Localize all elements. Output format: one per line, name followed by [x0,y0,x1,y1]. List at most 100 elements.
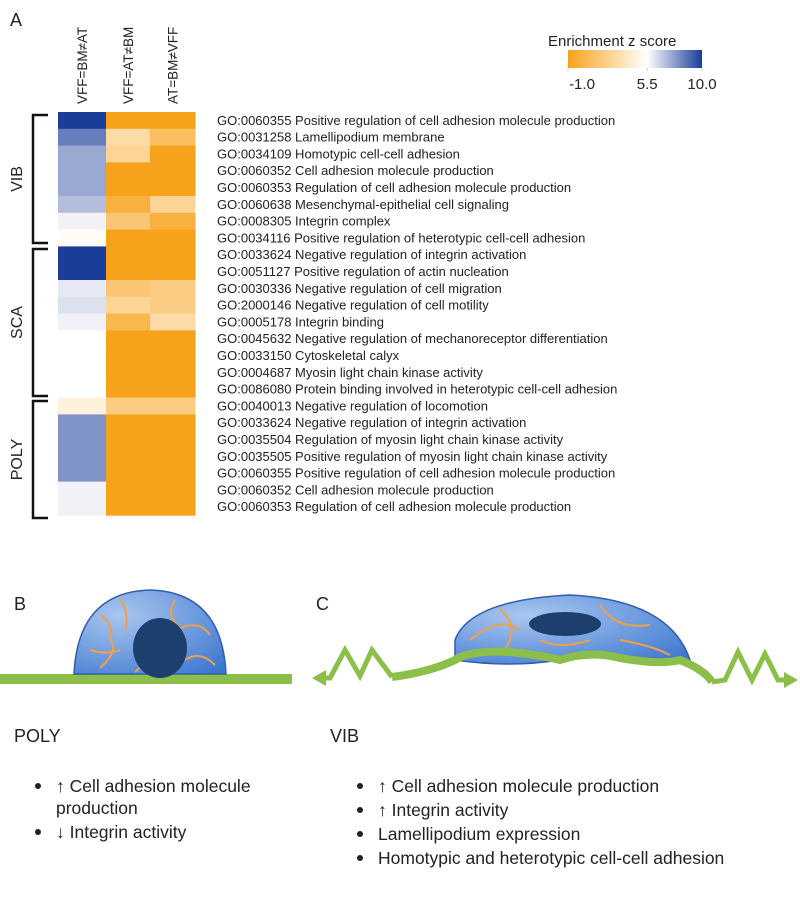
heat-cell [106,347,151,365]
heat-cell [150,196,196,214]
row-label: GO:0033624 Negative regulation of integr… [217,415,526,430]
bullet-text: ↑ Cell adhesion molecule production [378,776,659,796]
panel-letter: C [316,594,329,614]
heat-cell [106,431,151,449]
heat-cell [106,414,151,432]
heat-cell [106,280,151,298]
heat-cell [150,364,196,382]
row-label: GO:0040013 Negative regulation of locomo… [217,398,488,413]
row-label: GO:2000146 Negative regulation of cell m… [217,298,489,313]
heat-cell [150,380,196,399]
row-label: GO:0060355 Positive regulation of cell a… [217,113,615,128]
heat-cell [58,464,107,483]
heat-cell [150,414,196,432]
row-label: GO:0060355 Positive regulation of cell a… [217,466,615,481]
heat-cell [150,145,196,163]
subtitle: VIB [330,726,359,746]
heat-cell [106,246,151,264]
bullet [35,783,41,789]
group-bracket [31,113,48,245]
heat-cell [106,330,151,348]
heat-cell [106,313,151,331]
heat-cell [58,145,107,163]
heat-cell [58,313,107,331]
heat-cell [58,246,107,264]
heat-cell [106,196,151,214]
heat-cell [58,162,107,180]
group-label: POLY [9,438,26,480]
heat-cell [58,347,107,365]
heat-cell [150,229,196,247]
group-bracket [31,247,48,398]
legend-tick-label: 5.5 [637,76,658,93]
bullet [357,831,363,837]
bullet-line: Lamellipodium expression [378,824,580,844]
heat-cell [58,448,107,466]
heat-cell [58,280,107,298]
nucleus [133,618,187,678]
heat-cell [106,112,151,130]
heat-cell [106,162,151,180]
row-label: GO:0060353 Regulation of cell adhesion m… [217,180,571,195]
substrate [391,647,716,685]
group-label: VIB [9,166,26,192]
filaments [469,604,671,656]
heat-cell [58,481,107,499]
heat-cell [150,313,196,331]
row-label: GO:0051127 Positive regulation of actin … [217,264,509,279]
heat-cell [150,448,196,466]
heat-cell [150,280,196,298]
heat-cell [58,414,107,432]
bullet-line: ↑ Integrin activity [378,800,509,820]
heat-cell [106,397,151,415]
heat-cell [106,229,151,247]
row-label: GO:0035504 Regulation of myosin light ch… [217,432,564,447]
heat-cell [58,196,107,214]
heat-cell [150,464,196,483]
bullet-text: ↑ Integrin activity [378,800,509,820]
heat-cell [58,128,107,147]
heat-cell [58,179,107,197]
legend-bar [568,50,702,68]
bullet-line: ↑ Cell adhesion molecule [56,776,251,796]
bullet [357,807,363,813]
bullet-text: Lamellipodium expression [378,824,580,844]
heat-cell [58,212,107,231]
row-label: GO:0033150 Cytoskeletal calyx [217,348,400,363]
row-label: GO:0030336 Negative regulation of cell m… [217,281,502,296]
row-label: GO:0060352 Cell adhesion molecule produc… [217,163,494,178]
heat-cell [106,128,151,147]
heat-cell [150,481,196,499]
legend-tick-label: 10.0 [687,76,716,93]
heat-cell [150,128,196,147]
bullet [357,855,363,861]
row-label: GO:0045632 Negative regulation of mechan… [217,331,608,346]
heat-cell [58,397,107,415]
heat-cell [150,431,196,449]
heat-cell [106,464,151,483]
group-bracket [31,399,48,520]
row-label: GO:0060638 Mesenchymal-epithelial cell s… [217,197,509,212]
nucleus [529,612,601,636]
bullet [357,783,363,789]
heat-cell [150,179,196,197]
column-label: VFF=BM≠AT [75,27,90,104]
bullet-text: Homotypic and heterotypic cell-cell adhe… [378,848,724,868]
bullet-line: Homotypic and heterotypic cell-cell adhe… [378,848,724,868]
heat-cell [58,380,107,399]
heat-cell [150,296,196,315]
heat-cell [150,397,196,415]
heat-cell [58,431,107,449]
heat-cell [58,364,107,382]
heat-cell [150,162,196,180]
heat-cell [106,179,151,197]
row-label: GO:0086080 Protein binding involved in h… [217,382,617,397]
heat-cell [106,212,151,231]
row-label: GO:0033624 Negative regulation of integr… [217,247,526,262]
arrowhead [312,670,326,686]
heat-cell [106,364,151,382]
subtitle: POLY [14,726,61,746]
heat-cell [106,380,151,399]
